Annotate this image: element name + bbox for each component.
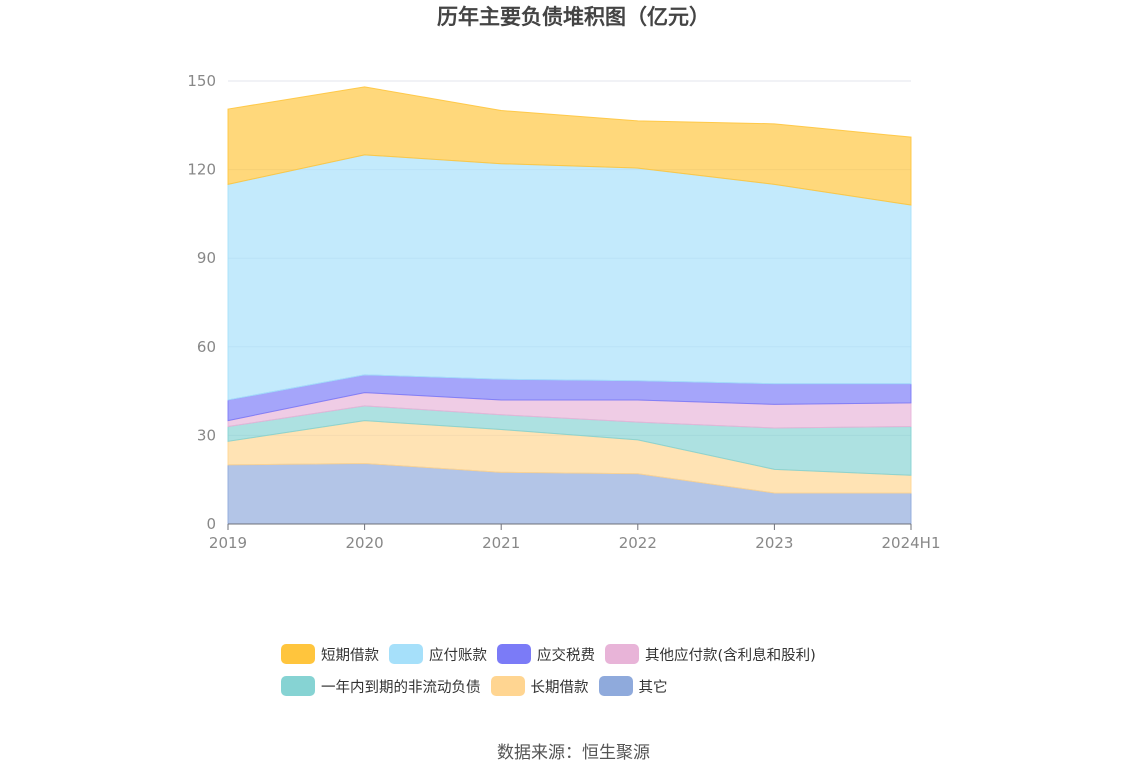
legend-label: 应付账款 xyxy=(429,647,487,664)
area-series-6 xyxy=(227,86,912,206)
legend-row-2: 一年内到期的非流动负债 长期借款 其它 xyxy=(0,670,1147,702)
y-tick-label: 60 xyxy=(197,338,216,356)
axes: 0 30 60 90 120 150 2019 2020 2021 2022 2023 2024H1 xyxy=(187,72,940,552)
legend-label: 其他应付款(含利息和股利) xyxy=(645,647,816,664)
legend-label: 短期借款 xyxy=(321,647,379,664)
data-source-note: 数据来源：恒生聚源 xyxy=(497,743,650,763)
legend-swatch xyxy=(598,676,633,696)
legend-swatch xyxy=(389,644,423,664)
area-series-5 xyxy=(227,154,912,401)
y-tick-label: 0 xyxy=(206,515,216,533)
legend-label: 其它 xyxy=(638,679,668,696)
legend-item[interactable]: 应交税费 xyxy=(497,644,595,665)
legend-item[interactable]: 应付账款 xyxy=(389,644,487,665)
x-tick-label: 2021 xyxy=(482,534,520,552)
legend-swatch xyxy=(281,644,315,664)
area-layer xyxy=(227,86,912,525)
legend-swatch xyxy=(497,644,531,664)
x-tick-label: 2023 xyxy=(755,534,793,552)
x-tick-label: 2020 xyxy=(346,534,384,552)
legend-swatch xyxy=(490,676,525,696)
legend-item[interactable]: 一年内到期的非流动负债 xyxy=(281,676,481,697)
legend-row-1: 短期借款 应付账款 应交税费 其他应付款(含利息和股利) xyxy=(0,638,1147,670)
legend-label: 应交税费 xyxy=(537,647,595,664)
legend-swatch xyxy=(605,644,639,664)
legend: 短期借款 应付账款 应交税费 其他应付款(含利息和股利) 一年内到期的非流动负债 长期借… xyxy=(0,638,1147,702)
y-tick-label: 150 xyxy=(187,72,216,90)
legend-swatch xyxy=(281,676,315,696)
legend-item[interactable]: 其它 xyxy=(598,676,668,697)
legend-item[interactable]: 短期借款 xyxy=(281,644,379,665)
y-tick-label: 120 xyxy=(187,161,216,179)
legend-item[interactable]: 长期借款 xyxy=(490,676,589,697)
y-tick-label: 30 xyxy=(197,426,216,444)
chart-title: 历年主要负债堆积图（亿元） xyxy=(437,5,710,29)
legend-label: 一年内到期的非流动负债 xyxy=(321,679,481,696)
x-tick-label: 2019 xyxy=(209,534,247,552)
legend-label: 长期借款 xyxy=(530,679,589,696)
legend-item[interactable]: 其他应付款(含利息和股利) xyxy=(605,644,816,665)
x-tick-label: 2022 xyxy=(619,534,657,552)
y-tick-label: 90 xyxy=(197,249,216,267)
x-tick-label: 2024H1 xyxy=(882,534,941,552)
